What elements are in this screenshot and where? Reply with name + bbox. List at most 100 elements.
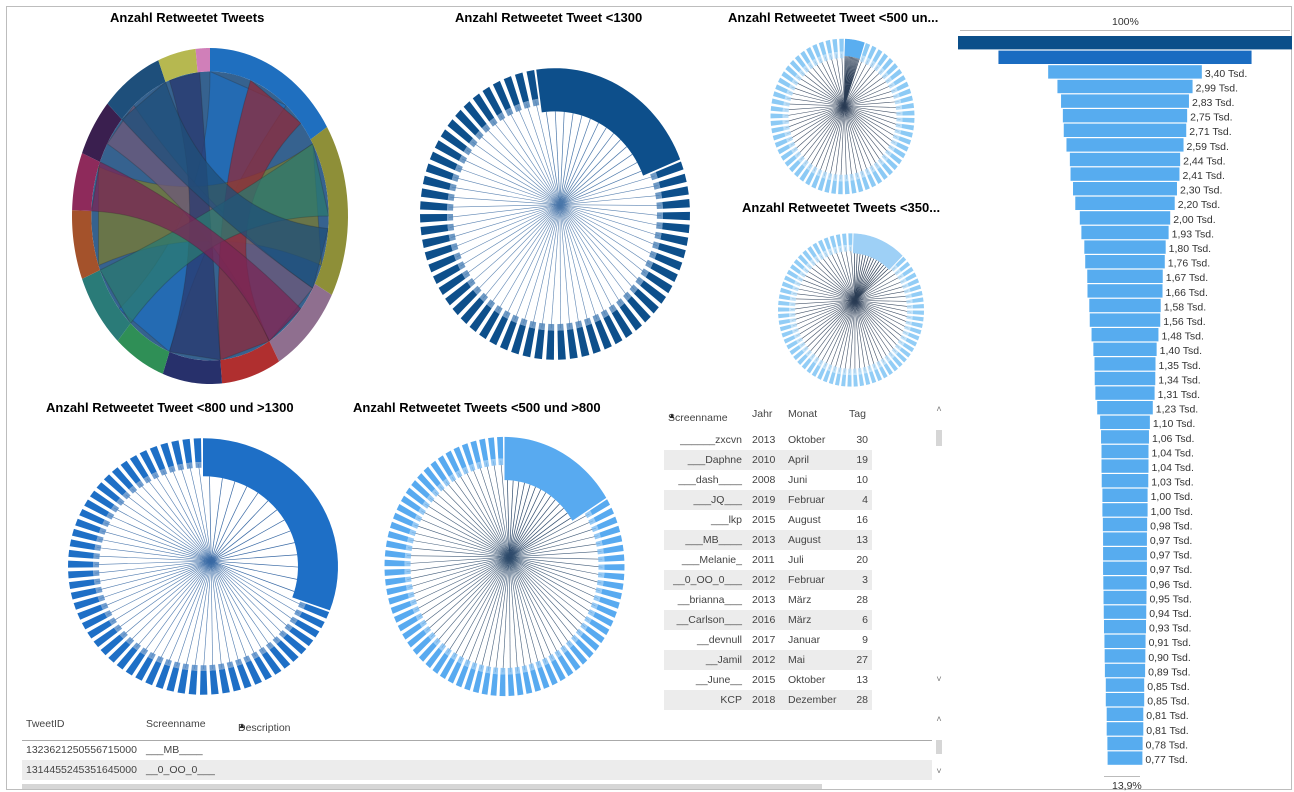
chord-diagram-lt350[interactable]	[772, 222, 930, 390]
funnel-bar[interactable]	[1091, 328, 1159, 342]
col-screenname[interactable]: Screenname	[146, 718, 206, 730]
funnel-bar[interactable]	[1103, 576, 1147, 590]
table-row[interactable]: ___MB____ 2013 August 13	[664, 530, 872, 550]
funnel-bar[interactable]	[1094, 357, 1156, 371]
funnel-bar[interactable]	[1103, 561, 1147, 575]
chord-segment	[829, 235, 837, 248]
chord-segment	[177, 669, 189, 694]
table-row[interactable]: __Carlson___ 2016 März 6	[664, 610, 872, 630]
funnel-bar[interactable]	[1089, 298, 1161, 313]
funnel-bar[interactable]	[1106, 707, 1144, 721]
chord-segment-inner	[451, 173, 460, 182]
chord-ribbon	[410, 556, 510, 596]
table-row[interactable]: __0_OO_0___ 2012 Februar 3	[664, 570, 872, 590]
col-monat[interactable]: Monat	[788, 408, 818, 420]
tweets-hscrollbar[interactable]	[22, 784, 822, 789]
table-row[interactable]: ___Melanie_ 2011 Juli 20	[664, 550, 872, 570]
funnel-bar[interactable]	[1079, 211, 1171, 225]
funnel-bar[interactable]	[1107, 751, 1143, 765]
funnel-bar[interactable]	[1095, 386, 1155, 400]
funnel-bar[interactable]	[1093, 342, 1157, 356]
funnel-bar[interactable]	[1066, 138, 1184, 152]
funnel-bar[interactable]	[1087, 284, 1163, 298]
chord-diagram-lt1300[interactable]	[405, 45, 705, 375]
table-row[interactable]: __Jamil 2012 Mai 27	[664, 650, 872, 670]
funnel-bar[interactable]	[1105, 678, 1145, 692]
funnel-bar[interactable]	[998, 50, 1252, 64]
funnel-bar[interactable]	[1102, 488, 1148, 502]
funnel-bar[interactable]	[1107, 736, 1143, 751]
funnel-bar[interactable]	[1104, 634, 1146, 648]
funnel-bar[interactable]	[1105, 693, 1145, 707]
cell-screenname: __brianna___	[677, 594, 742, 606]
funnel-bar[interactable]	[1061, 94, 1189, 108]
chord-segment	[850, 180, 857, 194]
funnel-bar[interactable]	[958, 36, 1292, 50]
users-table-scrollbar[interactable]: ˄ ˅	[934, 404, 944, 688]
chord-diagram-800-1300[interactable]	[58, 430, 348, 695]
table-row[interactable]: ___JQ___ 2019 Februar 4	[664, 490, 872, 510]
funnel-bar[interactable]	[1101, 444, 1149, 459]
funnel-bar[interactable]	[1106, 722, 1144, 736]
funnel-bar[interactable]	[1062, 109, 1188, 123]
funnel-bar[interactable]	[1063, 123, 1187, 137]
table-row[interactable]: ___dash____ 2008 Juni 10	[664, 470, 872, 490]
scroll-up-icon[interactable]: ˄	[936, 404, 942, 414]
chord-diagram-lt500[interactable]	[765, 30, 920, 195]
table-row[interactable]: __devnull 2017 Januar 9	[664, 630, 872, 650]
funnel-bar[interactable]	[1089, 313, 1161, 327]
funnel-bar[interactable]	[1087, 269, 1163, 283]
funnel-bar[interactable]	[1081, 225, 1169, 240]
table-row[interactable]: __June__ 2015 Oktober 13	[664, 670, 872, 690]
table-row[interactable]: ______zxcvn 2013 Oktober 30	[664, 430, 872, 450]
scroll-up-icon[interactable]: ˄	[936, 714, 942, 724]
table-row[interactable]: __brianna___ 2013 März 28	[664, 590, 872, 610]
chord-segment-inner	[598, 556, 605, 562]
funnel-bar[interactable]	[1073, 182, 1177, 196]
col-jahr[interactable]: Jahr	[752, 408, 773, 420]
funnel-bar[interactable]	[1100, 415, 1150, 429]
chord-ribbon	[801, 72, 845, 107]
scroll-thumb[interactable]	[936, 740, 942, 754]
funnel-bar[interactable]	[1101, 474, 1149, 488]
chord-segment-inner	[94, 544, 102, 551]
funnel-bar[interactable]	[1101, 430, 1149, 444]
users-table[interactable]: Screenname ▲ Jahr Monat Tag ______zxcvn 20…	[664, 404, 872, 710]
funnel-bar[interactable]	[1094, 371, 1156, 386]
table-row[interactable]: ___Daphne 2010 April 19	[664, 450, 872, 470]
funnel-bar[interactable]	[1102, 517, 1148, 532]
funnel-bar[interactable]	[1070, 167, 1180, 181]
funnel-bar[interactable]	[1097, 401, 1153, 415]
scroll-down-icon[interactable]: ˅	[936, 766, 942, 776]
chord-ribbon	[176, 560, 212, 667]
table-row[interactable]: 1323621250556715000 ___MB____	[22, 740, 932, 760]
tweets-table[interactable]: TweetID Screenname Description ▲ 13236212…	[22, 714, 932, 790]
funnel-bar[interactable]	[1101, 459, 1149, 473]
table-row[interactable]: ___lkp 2015 August 16	[664, 510, 872, 530]
funnel-bar[interactable]	[1103, 605, 1147, 619]
funnel-bar[interactable]	[1048, 65, 1202, 79]
chord-segment	[780, 149, 794, 161]
scroll-thumb[interactable]	[936, 430, 942, 446]
chord-diagram-500-800[interactable]	[382, 430, 627, 697]
table-row[interactable]: KCP 2018 Dezember 28	[664, 690, 872, 710]
funnel-bar[interactable]	[1085, 255, 1165, 269]
chord-diagram-all[interactable]	[62, 44, 358, 384]
tweets-table-scrollbar[interactable]: ˄ ˅	[934, 714, 944, 780]
funnel-bar[interactable]	[1103, 620, 1147, 634]
col-tag[interactable]: Tag	[849, 408, 866, 420]
funnel-bar[interactable]	[1103, 532, 1147, 546]
scroll-down-icon[interactable]: ˅	[936, 674, 942, 684]
funnel-bar[interactable]	[1057, 79, 1193, 94]
funnel-bar[interactable]	[1084, 240, 1166, 254]
funnel-bar[interactable]	[1069, 152, 1181, 167]
funnel-bar[interactable]	[1104, 649, 1146, 663]
funnel-bar[interactable]	[1104, 663, 1146, 678]
table-row[interactable]: 1314455245351645000 __0_OO_0___	[22, 760, 932, 780]
col-tweetid[interactable]: TweetID	[26, 718, 65, 730]
funnel-bar[interactable]	[1075, 196, 1175, 210]
funnel-bar[interactable]	[1103, 547, 1147, 561]
funnel-bar[interactable]	[1103, 590, 1147, 605]
funnel-bar[interactable]	[1102, 503, 1148, 517]
funnel-chart[interactable]: 3,40 Tsd. 2,99 Tsd. 2,83 Tsd. 2,75 Tsd. 2,71…	[958, 36, 1294, 772]
